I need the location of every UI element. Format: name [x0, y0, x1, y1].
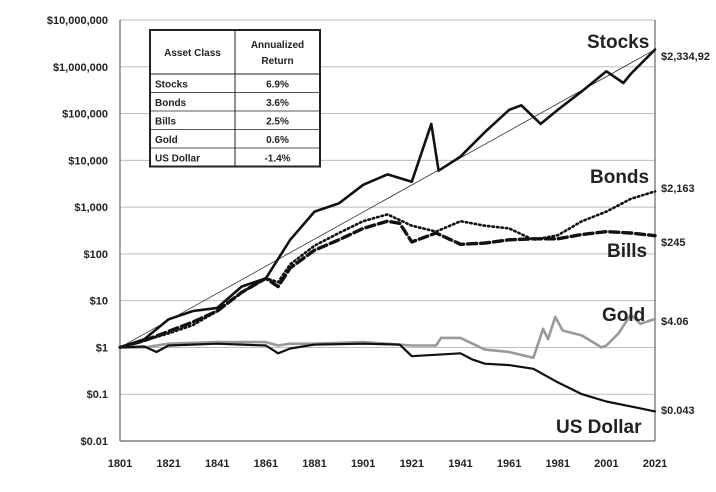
series-name-stocks: Stocks — [587, 32, 649, 53]
x-tick-label: 1841 — [205, 458, 229, 470]
y-tick-label: $100 — [84, 249, 108, 261]
x-tick-label: 1801 — [108, 458, 132, 470]
x-tick-label: 1901 — [351, 458, 375, 470]
x-tick-label: 1981 — [545, 458, 569, 470]
table-cell-asset: Bonds — [155, 98, 187, 109]
table-cell-return: 2.5% — [266, 117, 289, 128]
stocks-trendline — [119, 49, 656, 348]
series-labels: Stocks $2,334,92 Bonds $2,163 Bills $245 Gold $… — [556, 32, 710, 438]
y-tick-label: $1 — [96, 342, 108, 354]
table-cell-return: 3.6% — [266, 98, 289, 109]
x-tick-label: 1861 — [254, 458, 278, 470]
y-tick-label: $1,000 — [74, 202, 108, 214]
x-tick-label: 1821 — [156, 458, 180, 470]
table-header-asset-class: Asset Class — [164, 48, 221, 59]
axes — [119, 20, 656, 442]
series-name-bonds: Bonds — [590, 167, 649, 188]
y-tick-label: $10,000,000 — [47, 15, 108, 27]
y-tick-labels: $10,000,000 $1,000,000 $100,000 $10,000 $1,0… — [47, 15, 108, 448]
end-value-bills: $245 — [661, 237, 685, 249]
y-tick-label: $1,000,000 — [53, 62, 108, 74]
table-cell-return: 6.9% — [266, 80, 289, 91]
y-tick-label: $0.1 — [87, 389, 108, 401]
table-cell-asset: Gold — [155, 135, 178, 146]
table-cell-return: 0.6% — [266, 135, 289, 146]
series-name-bills: Bills — [607, 241, 647, 262]
end-value-us-dollar: $0.043 — [661, 405, 695, 417]
x-tick-label: 1921 — [400, 458, 424, 470]
x-tick-label: 2001 — [594, 458, 618, 470]
series-name-gold: Gold — [602, 305, 645, 326]
y-tick-label: $0.01 — [80, 436, 108, 448]
table-header-annualized-return: Annualized Return — [251, 40, 304, 67]
table-cell-asset: US Dollar — [155, 154, 200, 165]
series-line-bonds — [118, 190, 657, 349]
table-cell-asset: Stocks — [155, 80, 188, 91]
y-tick-label: $10 — [90, 296, 108, 308]
end-value-stocks: $2,334,92 — [661, 51, 710, 63]
table-cell-asset: Bills — [155, 117, 177, 128]
table-cell-return: -1.4% — [264, 154, 290, 165]
end-value-gold: $4.06 — [661, 316, 689, 328]
series-lines — [118, 48, 657, 413]
series-name-us-dollar: US Dollar — [556, 417, 642, 438]
x-tick-label: 1941 — [448, 458, 472, 470]
series-line-gold — [118, 313, 657, 360]
x-tick-label: 2021 — [643, 458, 667, 470]
x-tick-label: 1881 — [302, 458, 326, 470]
x-tick-labels: 1801 1821 1841 1861 1881 1901 1921 1941 1961 1981… — [108, 458, 667, 470]
end-value-bonds: $2,163 — [661, 183, 695, 195]
series-line-us-dollar — [118, 342, 657, 413]
y-tick-label: $100,000 — [62, 109, 108, 121]
series-line-stocks — [118, 48, 657, 349]
y-tick-label: $10,000 — [68, 155, 108, 167]
x-tick-label: 1961 — [497, 458, 521, 470]
returns-table: Asset Class Annualized Return Stocks 6.9% Bon… — [149, 29, 321, 168]
series-line-bills — [118, 219, 657, 350]
